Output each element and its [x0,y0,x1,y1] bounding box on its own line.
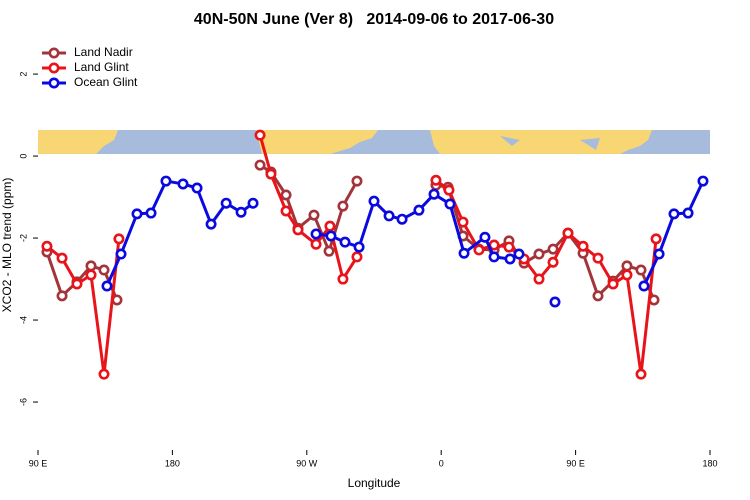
y-tick-label: -4 [18,316,28,324]
point [549,296,561,308]
point [368,195,380,207]
point [473,244,485,256]
point [337,273,349,285]
x-axis-label: Longitude [348,476,401,490]
point [56,252,68,264]
point [85,269,97,281]
point [131,208,143,220]
point [56,290,68,302]
point [98,368,110,380]
point [547,243,559,255]
point [323,245,335,257]
x-tick-label: 180 [702,458,717,468]
point [71,278,83,290]
point [562,227,574,239]
point [337,200,349,212]
point [308,209,320,221]
point [160,175,172,187]
point [113,233,125,245]
point [292,224,304,236]
point [265,168,277,180]
point [247,197,259,209]
point [444,198,456,210]
point [592,290,604,302]
point [638,280,650,292]
point [280,205,292,217]
point [310,228,322,240]
point [682,207,694,219]
point [115,248,127,260]
point [533,273,545,285]
x-tick-label: 0 [439,458,444,468]
point [457,216,469,228]
legend-marker [48,47,60,59]
point [396,213,408,225]
point [145,207,157,219]
point [353,241,365,253]
point [488,251,500,263]
map-strip [38,130,710,154]
series-line [105,179,705,287]
point [621,260,633,272]
y-tick-label: 2 [18,72,28,77]
point [351,175,363,187]
point [205,218,217,230]
point [547,256,559,268]
point [533,248,545,260]
point [41,240,53,252]
y-tick-label: 0 [18,154,28,159]
legend-marker [48,77,60,89]
point [254,159,266,171]
point [479,231,491,243]
point [235,206,247,218]
legend-label: Ocean Glint [74,75,138,89]
point [513,248,525,260]
x-tick-label: 90 W [296,458,318,468]
point [458,247,470,259]
point [577,240,589,252]
point [653,248,665,260]
x-tick-label: 180 [165,458,180,468]
legend-label: Land Glint [74,60,129,74]
point [254,129,266,141]
legend-label: Land Nadir [74,45,133,59]
point [85,260,97,272]
chart-title: 40N-50N June (Ver 8) 2014-09-06 to 2017-… [194,11,554,28]
point [325,230,337,242]
point [635,264,647,276]
point [592,252,604,264]
point [504,253,516,265]
legend-marker [48,62,60,74]
point [220,197,232,209]
point [413,204,425,216]
point [668,208,680,220]
point [650,233,662,245]
point [111,294,123,306]
point [697,175,709,187]
point [635,368,647,380]
x-tick-label: 90 E [29,458,48,468]
point [310,238,322,250]
point [443,184,455,196]
point [351,251,363,263]
y-tick-label: -2 [18,234,28,242]
point [383,210,395,222]
point [280,189,292,201]
point [428,188,440,200]
point [607,278,619,290]
point [98,264,110,276]
point [430,174,442,186]
point [191,182,203,194]
y-axis-label: XCO2 - MLO trend (ppm) [0,178,14,313]
x-tick-label: 90 E [566,458,585,468]
point [177,178,189,190]
point [339,236,351,248]
point [101,280,113,292]
point [621,269,633,281]
series-line [46,134,658,376]
y-tick-label: -6 [18,398,28,406]
point [503,241,515,253]
point [324,220,336,232]
